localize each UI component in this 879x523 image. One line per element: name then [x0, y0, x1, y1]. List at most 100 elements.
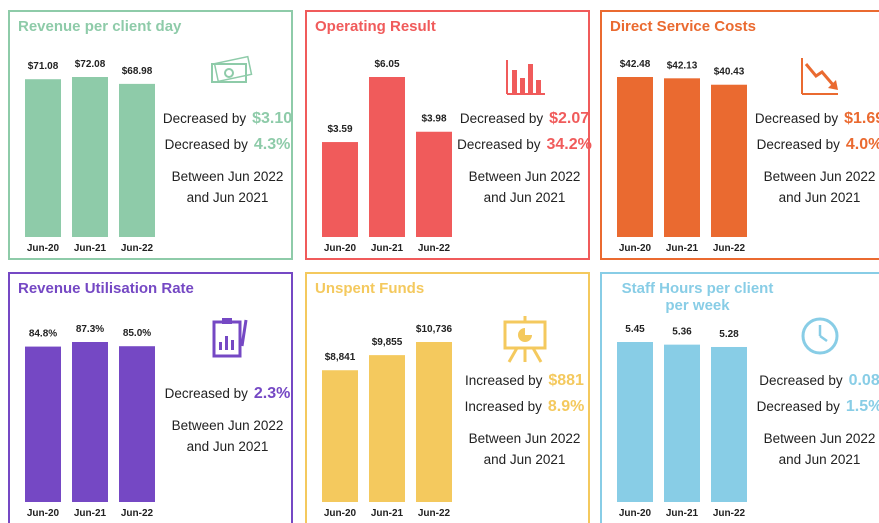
summary: Decreased by 0.08 Decreased by 1.5% Between … — [752, 334, 879, 504]
summary-row: Decreased by 4.3% — [165, 136, 291, 154]
category-label: Jun-21 — [371, 243, 404, 254]
note-line: Between Jun 2022 — [763, 169, 876, 184]
category-label: Jun-21 — [74, 508, 107, 519]
summary-text: Decreased by — [759, 373, 843, 388]
value-label: $10,736 — [416, 324, 453, 335]
panel-title: Staff Hours per client per week — [621, 280, 774, 314]
summary-row: Decreased by 2.3% — [165, 385, 291, 403]
note-line: and Jun 2021 — [778, 452, 861, 467]
note-line: and Jun 2021 — [778, 190, 861, 205]
summary-text: Decreased by — [754, 111, 839, 126]
value-label: $40.43 — [714, 67, 745, 78]
bar — [119, 83, 155, 237]
panel-title: Operating Result — [315, 18, 436, 35]
value-label: $6.05 — [374, 59, 399, 70]
panel: Revenue Utilisation Rate 84.8% Jun-20 87.3%… — [8, 272, 293, 523]
summary: Decreased by $2.07 Decreased by 34.2% Betwee… — [457, 72, 592, 242]
bar-chart: 84.8% Jun-20 87.3% Jun-21 85.0% Jun-22 — [25, 324, 155, 519]
summary: Decreased by $1.69 Decreased by 4.0% Between… — [752, 72, 879, 242]
bar-chart: $42.48 Jun-20 $42.13 Jun-21 $40.43 Jun-22 — [617, 59, 747, 254]
summary-value: $881 — [548, 372, 584, 389]
summary-value: 1.5% — [845, 398, 879, 415]
bar — [617, 342, 653, 502]
panel: Direct Service Costs $42.48 Jun-20 $42.13 Ju… — [600, 10, 879, 260]
icon — [506, 60, 545, 95]
value-label: 5.28 — [719, 329, 739, 340]
value-label: $71.08 — [28, 61, 59, 72]
bar — [119, 346, 155, 502]
summary-row: Decreased by $2.07 — [460, 110, 589, 128]
bar-chart: $71.08 Jun-20 $72.08 Jun-21 $68.98 Jun-22 — [25, 59, 155, 254]
summary-row: Increased by 8.9% — [465, 398, 585, 416]
note-line: Between Jun 2022 — [468, 431, 581, 446]
summary-text: Decreased by — [459, 111, 544, 126]
category-label: Jun-20 — [324, 243, 357, 254]
summary-row: Decreased by $3.10 — [163, 110, 292, 128]
summary: Increased by $881 Increased by 8.9% Between … — [457, 334, 592, 504]
value-label: $8,841 — [325, 352, 356, 363]
bar — [369, 77, 405, 237]
bar — [72, 77, 108, 237]
bar — [617, 77, 653, 237]
value-label: $42.13 — [667, 60, 698, 71]
category-label: Jun-21 — [666, 243, 699, 254]
bar — [25, 346, 61, 502]
note-line: and Jun 2021 — [186, 439, 269, 454]
value-label: $72.08 — [75, 59, 106, 70]
bar-chart: $3.59 Jun-20 $6.05 Jun-21 $3.98 Jun-22 — [322, 59, 452, 254]
category-label: Jun-20 — [619, 508, 652, 519]
value-label: 84.8% — [29, 329, 57, 340]
category-label: Jun-22 — [713, 508, 746, 519]
summary-value: 8.9% — [547, 398, 585, 415]
summary-value: $1.69 — [844, 110, 879, 127]
summary-text: Decreased by — [162, 111, 247, 126]
value-label: 5.45 — [625, 324, 645, 335]
category-label: Jun-21 — [666, 508, 699, 519]
summary-value: 34.2% — [546, 136, 592, 153]
bar — [416, 131, 452, 237]
bar — [369, 355, 405, 502]
bar — [664, 344, 700, 502]
note: Between Jun 2022 and Jun 2021 — [764, 428, 876, 470]
summary-row: Increased by $881 — [465, 372, 584, 390]
bar — [322, 370, 358, 502]
category-label: Jun-22 — [121, 243, 154, 254]
icon — [211, 55, 253, 83]
summary-text: Increased by — [464, 399, 542, 414]
note: Between Jun 2022 and Jun 2021 — [172, 415, 284, 457]
panel: Operating Result $3.59 Jun-20 $6.05 Jun-21 $3… — [305, 10, 592, 260]
summary-row: Decreased by $1.69 — [755, 110, 879, 128]
category-label: Jun-22 — [418, 508, 451, 519]
bar — [322, 142, 358, 237]
category-label: Jun-22 — [418, 243, 451, 254]
note-line: Between Jun 2022 — [468, 169, 581, 184]
summary-row: Decreased by 34.2% — [457, 136, 592, 154]
value-label: $3.98 — [421, 114, 446, 125]
note-line: Between Jun 2022 — [171, 169, 284, 184]
note-line: Between Jun 2022 — [171, 418, 284, 433]
summary: Decreased by 2.3% Between Jun 2022 and Jun … — [160, 334, 295, 504]
note: Between Jun 2022 and Jun 2021 — [764, 166, 876, 208]
note: Between Jun 2022 and Jun 2021 — [469, 428, 581, 470]
panel: Unspent Funds $8,841 Jun-20 $9,855 Jun-21 $10… — [305, 272, 590, 523]
panel-title: Unspent Funds — [315, 280, 425, 297]
category-label: Jun-20 — [619, 243, 652, 254]
panel: Staff Hours per client per week 5.45 Jun-2… — [600, 272, 879, 523]
panel-title: Direct Service Costs — [610, 18, 756, 35]
summary-text: Decreased by — [164, 137, 248, 152]
value-label: $68.98 — [122, 66, 153, 77]
category-label: Jun-22 — [713, 243, 746, 254]
bar — [664, 78, 700, 237]
category-label: Jun-22 — [121, 508, 154, 519]
category-label: Jun-20 — [27, 243, 60, 254]
category-label: Jun-20 — [324, 508, 357, 519]
icon — [212, 318, 248, 358]
bar — [25, 79, 61, 237]
summary-text: Decreased by — [756, 137, 840, 152]
note: Between Jun 2022 and Jun 2021 — [172, 166, 284, 208]
summary-text: Decreased by — [457, 137, 541, 152]
value-label: 5.36 — [672, 327, 692, 338]
bar — [72, 342, 108, 502]
note: Between Jun 2022 and Jun 2021 — [469, 166, 581, 208]
